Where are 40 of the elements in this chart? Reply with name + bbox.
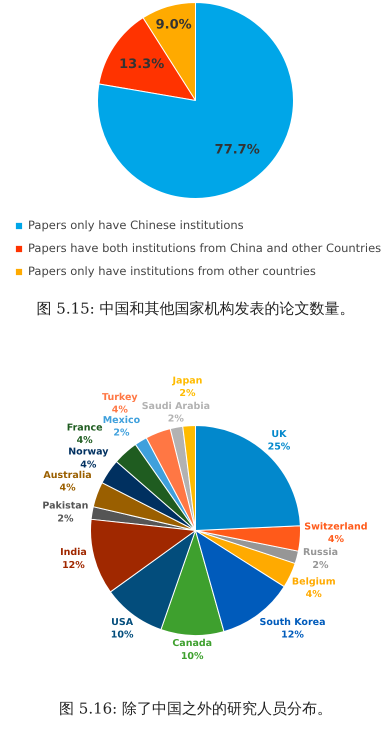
slice-label: Switzerland [304, 522, 368, 533]
slice-label: Turkey [102, 392, 138, 403]
slice-label: Norway [68, 446, 110, 458]
slice-label: South Korea [259, 616, 326, 628]
data-label: 9.0% [156, 18, 192, 33]
data-label: 4% [80, 459, 97, 470]
slice-label: Canada [172, 638, 212, 650]
data-label: 13.3% [119, 57, 164, 72]
data-label: 4% [306, 589, 322, 600]
data-label: 10% [180, 650, 204, 662]
slice-label: France [66, 422, 103, 434]
caption: 图 5.16: 除了中国之外的研究人员分布。 [59, 700, 332, 718]
data-label: 2% [312, 560, 330, 571]
legend-label: Papers only have institutions from other countries [28, 264, 316, 278]
slice-label: Australia [43, 470, 92, 482]
slice-label: Mexico [102, 415, 141, 426]
caption: 图 5.15: 中国和其他国家机构发表的论文数量。 [36, 300, 355, 318]
slice-label: Pakistan [42, 500, 89, 512]
slice-label: UK [271, 429, 288, 440]
data-label: 25% [268, 442, 291, 453]
data-label: 12% [281, 629, 304, 640]
legend-label: Papers have both institutions from China and other Countries [28, 241, 382, 255]
slice-label: Saudi Arabia [142, 400, 210, 412]
slice-label: Russia [302, 547, 338, 558]
data-label: 2% [113, 428, 130, 439]
data-label: 4% [112, 404, 128, 416]
slice-label: Belgium [292, 576, 336, 588]
data-label: 2% [179, 388, 196, 400]
legend-label: Papers only have Chinese institutions [28, 218, 244, 232]
data-label: 10% [110, 629, 134, 640]
data-label: 4% [328, 534, 344, 546]
slice-label: Japan [171, 375, 203, 386]
data-label: 2% [168, 414, 184, 425]
slice-label: USA [111, 616, 134, 628]
data-label: 4% [76, 434, 94, 446]
data-label: 12% [62, 560, 86, 571]
slice-label: India [60, 547, 87, 558]
data-label: 77.7% [214, 142, 260, 158]
data-label: 4% [59, 482, 76, 494]
data-label: 2% [57, 513, 74, 524]
